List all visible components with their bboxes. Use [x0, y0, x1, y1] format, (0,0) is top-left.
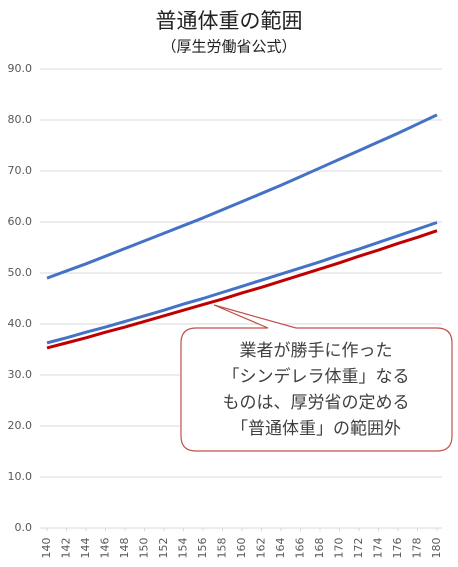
y-tick-label: 70.0 [8, 164, 33, 177]
x-tick-label: 164 [274, 538, 287, 559]
line-series [46, 221, 438, 345]
y-tick-label: 50.0 [8, 266, 33, 279]
x-tick-label: 142 [60, 538, 73, 559]
x-tick-label: 162 [255, 538, 268, 559]
line-series [46, 229, 438, 350]
x-tick-label: 180 [430, 538, 443, 559]
x-tick-label: 168 [313, 538, 326, 559]
callout-text: 「普通体重」の範囲外 [231, 419, 401, 439]
x-tick-label: 160 [235, 538, 248, 559]
x-tick-label: 148 [118, 538, 131, 559]
y-tick-label: 80.0 [8, 113, 33, 126]
x-tick-label: 140 [40, 538, 53, 559]
x-tick-label: 178 [411, 538, 424, 559]
plot-area: 0.0 10.0 20.0 30.0 40.0 50.0 60.0 70.0 80.0 90.0 1… [8, 62, 444, 559]
x-tick-label: 150 [138, 538, 151, 559]
x-tick-label: 176 [391, 538, 404, 559]
x-tick-label: 146 [99, 538, 112, 559]
x-tick-label: 174 [372, 538, 385, 559]
y-tick-label: 30.0 [8, 368, 33, 381]
callout-box [180, 304, 453, 452]
x-tick-label: 158 [216, 538, 229, 559]
x-tick-label: 166 [294, 538, 307, 559]
x-tick-label: 172 [352, 538, 365, 559]
x-tick-label: 154 [177, 538, 190, 559]
x-tick-label: 144 [79, 538, 92, 559]
y-tick-label: 0.0 [15, 521, 33, 534]
y-tick-label: 20.0 [8, 419, 33, 432]
x-tick-label: 170 [333, 538, 346, 559]
y-tick-label: 60.0 [8, 215, 33, 228]
callout-text: 業者が勝手に作った [240, 341, 393, 361]
callout: 業者が勝手に作った「シンデレラ体重」なるものは、厚労省の定める「普通体重」の範囲… [180, 304, 453, 452]
y-tick-label: 10.0 [8, 470, 33, 483]
x-tick-label: 152 [157, 538, 170, 559]
chart-subtitle: （厚生労働省公式） [161, 38, 296, 56]
line-series [46, 113, 438, 280]
callout-text: ものは、厚労省の定める [223, 393, 410, 413]
y-tick-label: 90.0 [8, 62, 33, 75]
callout-text: 「シンデレラ体重」なる [223, 366, 410, 387]
y-tick-label: 40.0 [8, 317, 33, 330]
x-tick-label: 156 [196, 538, 209, 559]
chart-title: 普通体重の範囲 [156, 9, 303, 33]
